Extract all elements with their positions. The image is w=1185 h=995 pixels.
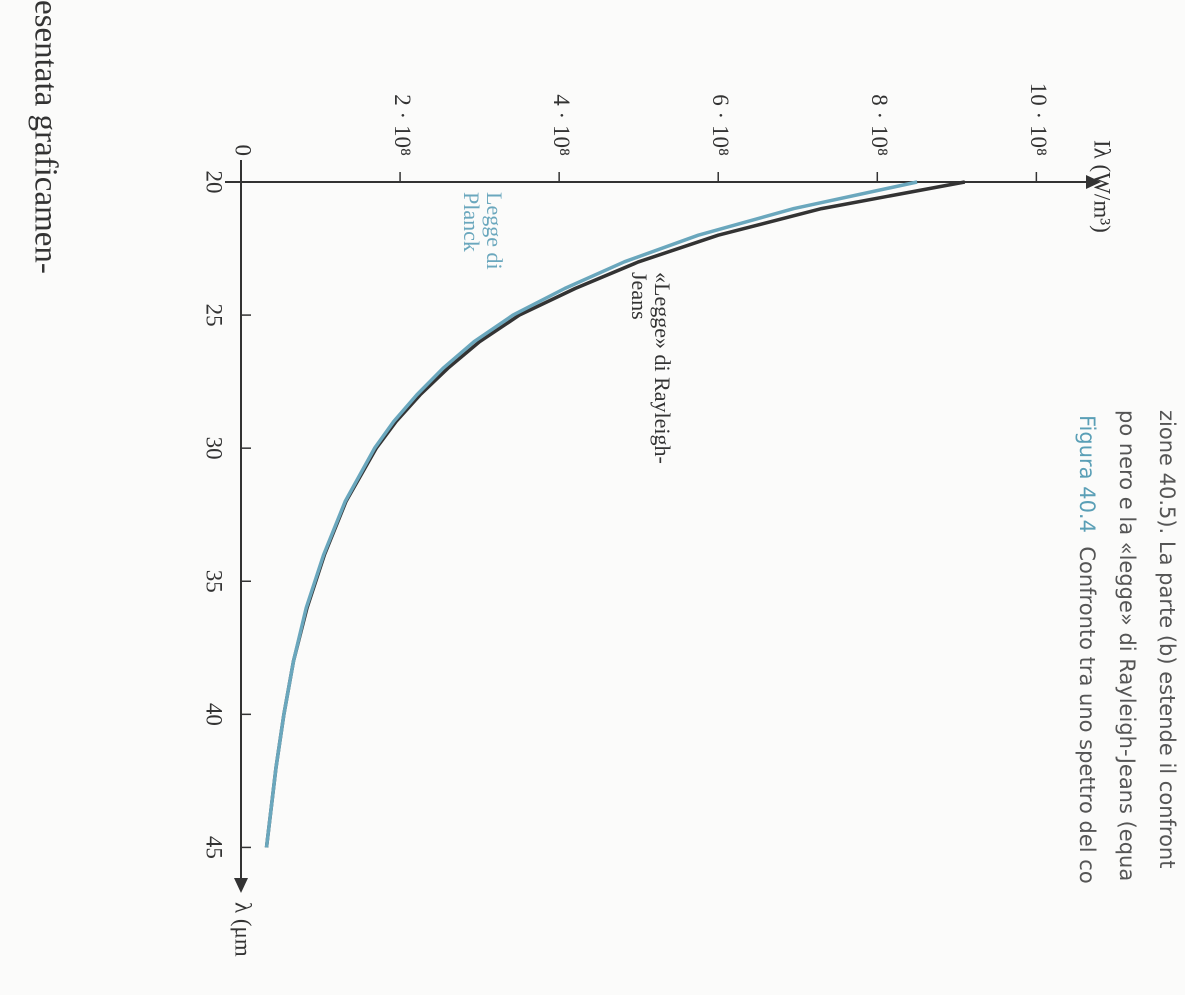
- caption-line: po nero e la «legge» di Rayleigh-Jeans (…: [1115, 410, 1140, 882]
- y-tick-label: 4 · 10⁸: [549, 94, 574, 156]
- caption-text: Confronto tra uno spettro del co: [1075, 546, 1100, 884]
- y-tick-label: 0: [231, 145, 256, 157]
- caption-label: Figura 40.4: [1075, 415, 1100, 533]
- x-axis-arrow: [234, 878, 248, 893]
- x-tick-label: 35: [202, 570, 227, 593]
- y-tick-label: 6 · 10⁸: [708, 94, 733, 156]
- series-label: «Legge» di Rayleigh-Jeans: [627, 272, 676, 464]
- series-label: Legge di Planck: [459, 192, 508, 270]
- series-line: [264, 180, 918, 848]
- caption-line: zione 40.5). La parte (b) estende il con…: [1155, 410, 1180, 869]
- y-axis-arrow: [1086, 175, 1101, 189]
- x-tick-label: 30: [202, 437, 227, 460]
- y-tick-label: 10 · 10⁸: [1026, 83, 1051, 156]
- x-tick-label: 45: [202, 836, 227, 859]
- y-tick-label: 8 · 10⁸: [867, 94, 892, 156]
- x-tick-label: 40: [202, 703, 227, 726]
- body-text: esentata graficamen-: [27, 0, 64, 274]
- series-line: [264, 180, 966, 848]
- caption-line: Figura 40.4 Confronto tra uno spettro de…: [1075, 415, 1100, 884]
- x-axis-title: λ (μm: [231, 902, 256, 957]
- y-tick-label: 2 · 10⁸: [390, 94, 415, 156]
- x-tick-label: 20: [202, 171, 227, 194]
- y-axis-title: Iλ (W/m³): [1090, 140, 1115, 233]
- x-tick-label: 25: [202, 304, 227, 327]
